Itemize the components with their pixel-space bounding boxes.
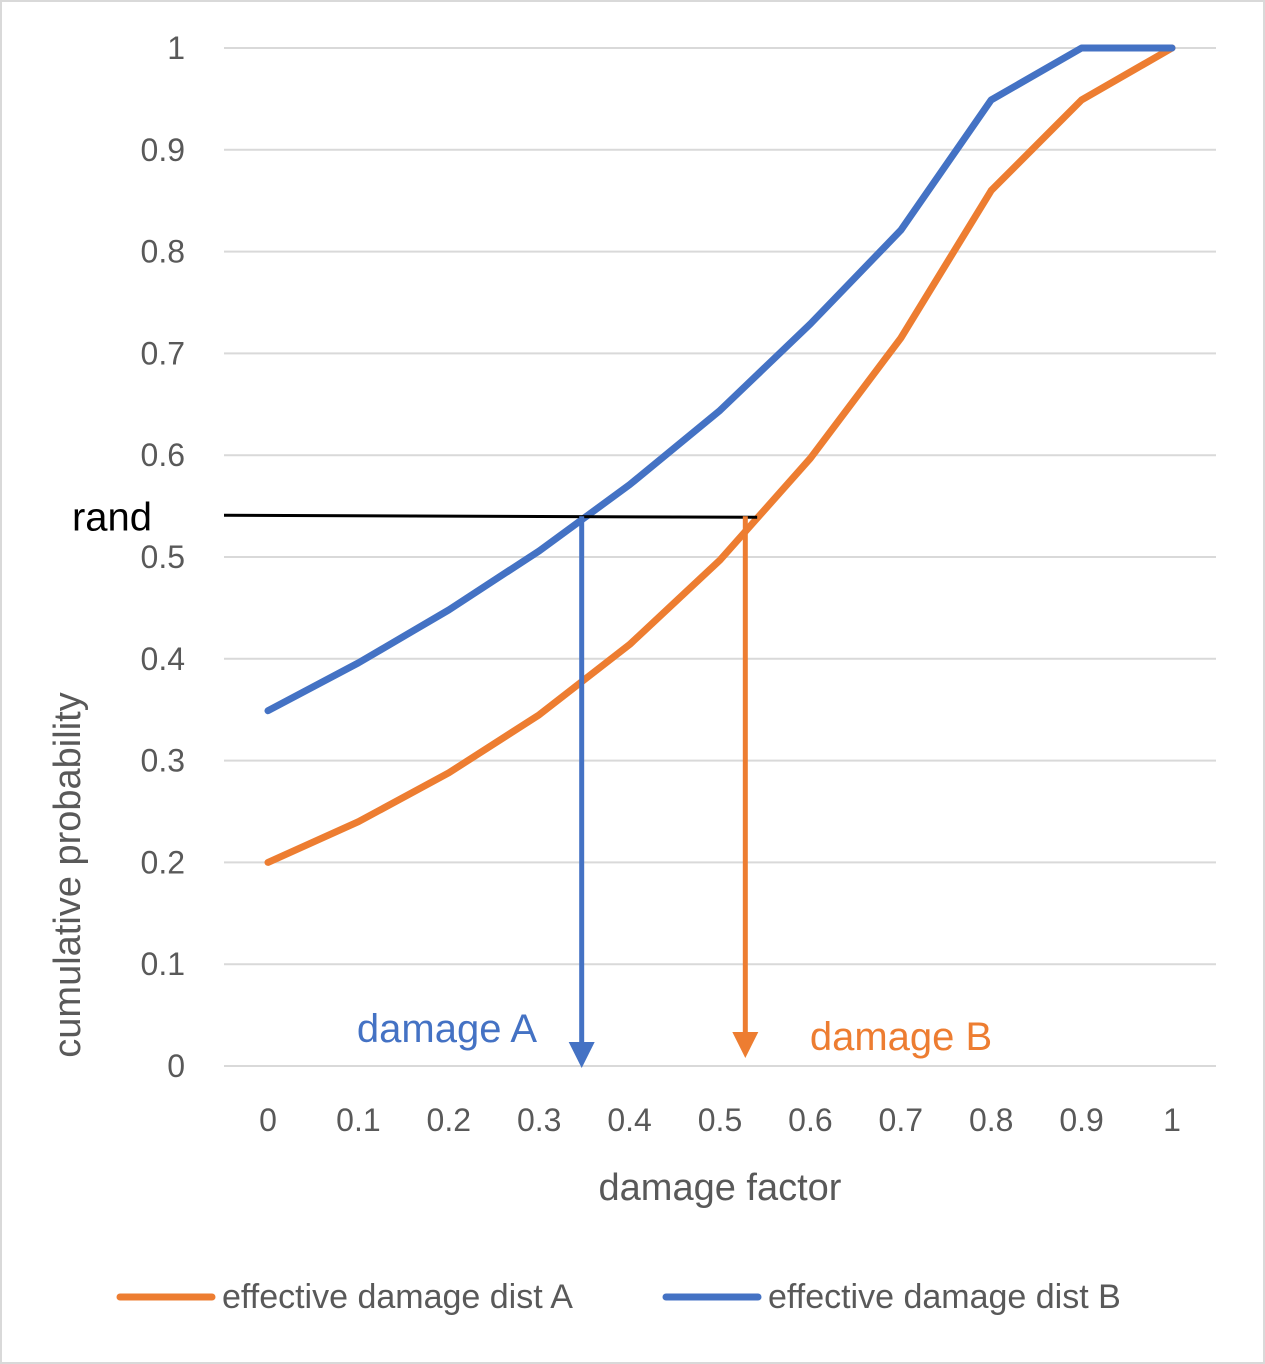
y-tick-label: 0 [167,1048,185,1084]
legend-label: effective damage dist A [222,1278,573,1316]
y-tick-label: 1 [167,30,185,66]
rand-label: rand [72,495,152,539]
x-tick-label: 0.9 [1059,1102,1103,1138]
y-tick-label: 0.9 [141,132,185,168]
y-axis-label: cumulative probability [47,692,89,1057]
y-tick-label: 0.5 [141,539,185,575]
x-tick-label: 0.3 [517,1102,561,1138]
damage-a-arrowhead-icon [568,1042,595,1068]
damage-b-label: damage B [810,1015,992,1059]
damage-a-label: damage A [357,1007,537,1051]
x-tick-label: 0.4 [607,1102,651,1138]
x-tick-label: 0.2 [427,1102,471,1138]
y-tick-label: 0.4 [141,641,185,677]
rand-line [223,513,758,519]
y-tick-label: 0.1 [141,946,185,982]
x-tick-label: 0.8 [969,1102,1013,1138]
x-tick-label: 0.7 [879,1102,923,1138]
y-tick-label: 0.7 [141,335,185,371]
y-tick-label: 0.6 [141,437,185,473]
y-tick-label: 0.2 [141,844,185,880]
damage-b-arrowhead-icon [732,1032,759,1058]
x-tick-label: 1 [1163,1102,1181,1138]
x-tick-label: 0.5 [698,1102,742,1138]
legend-label: effective damage dist B [768,1278,1121,1316]
x-tick-label: 0.1 [336,1102,380,1138]
x-tick-label: 0 [259,1102,277,1138]
x-tick-label: 0.6 [788,1102,832,1138]
y-tick-label: 0.3 [141,743,185,779]
x-axis-label: damage factor [599,1167,842,1209]
y-tick-label: 0.8 [141,234,185,270]
